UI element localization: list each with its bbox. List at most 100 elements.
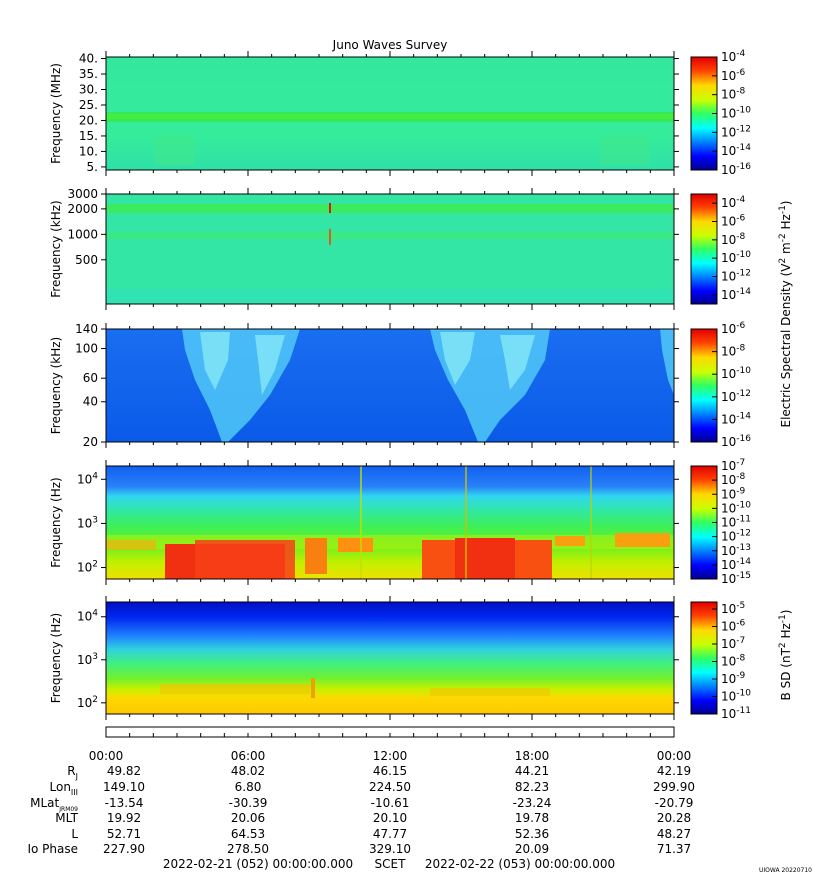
ephemeris-label-5: L bbox=[71, 827, 78, 841]
y-tick-label: 2000 bbox=[67, 202, 98, 216]
ephemeris-value: 278.50 bbox=[227, 842, 269, 856]
panel-4-spectrogram bbox=[106, 466, 674, 579]
y-axis-label: Frequency (kHz) bbox=[49, 200, 63, 297]
colorbar-tick-label: 10-12 bbox=[721, 389, 751, 404]
colorbar-1: 10-4 10-6 10-8 10-10 10-12 10-14 10-16 bbox=[690, 49, 751, 177]
colorbar-3-scale bbox=[690, 328, 718, 443]
colorbar-tick-label: 10-8 bbox=[721, 232, 746, 247]
ephemeris-label-4: MLT bbox=[55, 811, 78, 825]
colorbar-tick-label: 10-6 bbox=[721, 321, 746, 336]
panel-3-axes: 20 40 60 100 140 Frequency (kHz) bbox=[49, 322, 679, 449]
y-tick-label: 500 bbox=[75, 253, 98, 267]
y-tick-label: 15. bbox=[79, 129, 98, 143]
colorbar-tick-label: 10-8 bbox=[721, 87, 746, 102]
time-tick-label: 06:00 bbox=[231, 749, 266, 763]
y-tick-label: 25. bbox=[79, 98, 98, 112]
ephemeris-value: 20.09 bbox=[515, 842, 549, 856]
chart-title: Juno Waves Survey bbox=[332, 38, 448, 52]
y-axis-label: Frequency (kHz) bbox=[49, 337, 63, 434]
colorbar-tick-label: 10-16 bbox=[721, 162, 751, 177]
ephemeris-value: 52.36 bbox=[515, 827, 549, 841]
colorbar-tick-label: 10-12 bbox=[721, 269, 751, 284]
colorbar-tick-label: 10-8 bbox=[721, 472, 746, 487]
y-tick-label: 102 bbox=[77, 560, 98, 575]
ephemeris-value: 224.50 bbox=[369, 780, 411, 794]
ephemeris-value: 6.80 bbox=[235, 780, 262, 794]
ephemeris-value: 48.27 bbox=[657, 827, 691, 841]
panel-5-axes: 102 103 104 Frequency (Hz) bbox=[49, 596, 679, 720]
y-tick-label: 5. bbox=[87, 160, 98, 174]
y-tick-label: 140 bbox=[75, 322, 98, 336]
y-tick-label: 35. bbox=[79, 67, 98, 81]
colorbar-tick-label: 10-5 bbox=[721, 601, 745, 616]
colorbar-tick-label: 10-8 bbox=[721, 344, 746, 359]
ephemeris-value: 82.23 bbox=[515, 780, 549, 794]
ephemeris-value: -20.79 bbox=[655, 796, 694, 810]
ephemeris-value: 20.10 bbox=[373, 811, 407, 825]
y-tick-label: 104 bbox=[77, 609, 98, 624]
ephemeris-value: 19.78 bbox=[515, 811, 549, 825]
footer-scet-label: SCET bbox=[375, 857, 407, 871]
y-tick-label: 100 bbox=[75, 342, 98, 356]
y-axis-label: Frequency (MHz) bbox=[49, 63, 63, 164]
ephemeris-value: 47.77 bbox=[373, 827, 407, 841]
ephemeris-value: 149.10 bbox=[103, 780, 145, 794]
colorbar-tick-label: 10-14 bbox=[721, 287, 751, 302]
colorbar-tick-label: 10-16 bbox=[721, 434, 751, 449]
colorbar-2-scale bbox=[690, 193, 718, 305]
colorbar-tick-label: 10-14 bbox=[721, 557, 751, 572]
y-tick-label: 103 bbox=[77, 652, 98, 667]
time-tick-label: 00:00 bbox=[657, 749, 692, 763]
colorbar-tick-label: 10-6 bbox=[721, 214, 746, 229]
magnetic-colorbar-title: B SD (nT2 Hz-1) bbox=[778, 610, 793, 701]
colorbar-tick-label: 10-4 bbox=[721, 195, 746, 210]
ephemeris-value: 20.06 bbox=[231, 811, 265, 825]
credit-label: UIOWA 20220710 bbox=[759, 867, 812, 874]
colorbar-tick-label: 10-9 bbox=[721, 486, 746, 501]
colorbar-3: 10-6 10-8 10-10 10-12 10-14 10-16 bbox=[690, 321, 751, 449]
y-tick-label: 40. bbox=[79, 52, 98, 66]
colorbar-tick-label: 10-10 bbox=[721, 366, 751, 381]
ephemeris-value: -13.54 bbox=[105, 796, 144, 810]
colorbar-tick-label: 10-11 bbox=[721, 706, 751, 721]
y-tick-label: 40 bbox=[83, 395, 98, 409]
ephemeris-value: 71.37 bbox=[657, 842, 691, 856]
colorbar-tick-label: 10-10 bbox=[721, 500, 751, 515]
colorbar-tick-label: 10-10 bbox=[721, 250, 751, 265]
colorbar-tick-label: 10-6 bbox=[721, 68, 746, 83]
ephemeris-value: 42.19 bbox=[657, 764, 691, 778]
panel-1-spectrogram bbox=[106, 57, 674, 170]
colorbar-4: 10-710-810-910-1010-1110-1210-1310-1410-… bbox=[690, 458, 751, 586]
ephemeris-value: 227.90 bbox=[103, 842, 145, 856]
panel-4-axes: 102 103 104 Frequency (Hz) bbox=[49, 460, 679, 585]
y-tick-label: 102 bbox=[77, 695, 98, 710]
y-tick-label: 104 bbox=[77, 471, 98, 486]
colorbar-2: 10-4 10-6 10-8 10-10 10-12 10-14 bbox=[690, 193, 751, 305]
colorbar-tick-label: 10-10 bbox=[721, 106, 751, 121]
electric-colorbar-title: Electric Spectral Density (V2 m-2 Hz-1) bbox=[778, 200, 793, 427]
ephemeris-value: 329.10 bbox=[369, 842, 411, 856]
colorbar-tick-label: 10-11 bbox=[721, 515, 751, 530]
ephemeris-value: 19.92 bbox=[107, 811, 141, 825]
time-tick-label: 00:00 bbox=[89, 749, 124, 763]
colorbar-tick-label: 10-13 bbox=[721, 543, 751, 558]
y-axis-label: Frequency (Hz) bbox=[49, 613, 63, 704]
ephemeris-value: 49.82 bbox=[107, 764, 141, 778]
y-tick-label: 30. bbox=[79, 83, 98, 97]
time-tick-label: 18:00 bbox=[515, 749, 550, 763]
ephemeris-value: 44.21 bbox=[515, 764, 549, 778]
colorbar-tick-label: 10-9 bbox=[721, 671, 746, 686]
colorbar-tick-label: 10-8 bbox=[721, 654, 746, 669]
footer-start-time: 2022-02-21 (052) 00:00:00.000 bbox=[163, 857, 353, 871]
y-tick-label: 3000 bbox=[67, 187, 98, 201]
colorbar-tick-label: 10-7 bbox=[721, 458, 745, 473]
ephemeris-value: 64.53 bbox=[231, 827, 265, 841]
colorbar-4-scale bbox=[690, 465, 718, 580]
y-tick-label: 10. bbox=[79, 144, 98, 158]
ephemeris-value: -10.61 bbox=[371, 796, 410, 810]
y-tick-label: 20. bbox=[79, 113, 98, 127]
panel-5-spectrogram bbox=[106, 602, 674, 714]
ephemeris-value: 48.02 bbox=[231, 764, 265, 778]
